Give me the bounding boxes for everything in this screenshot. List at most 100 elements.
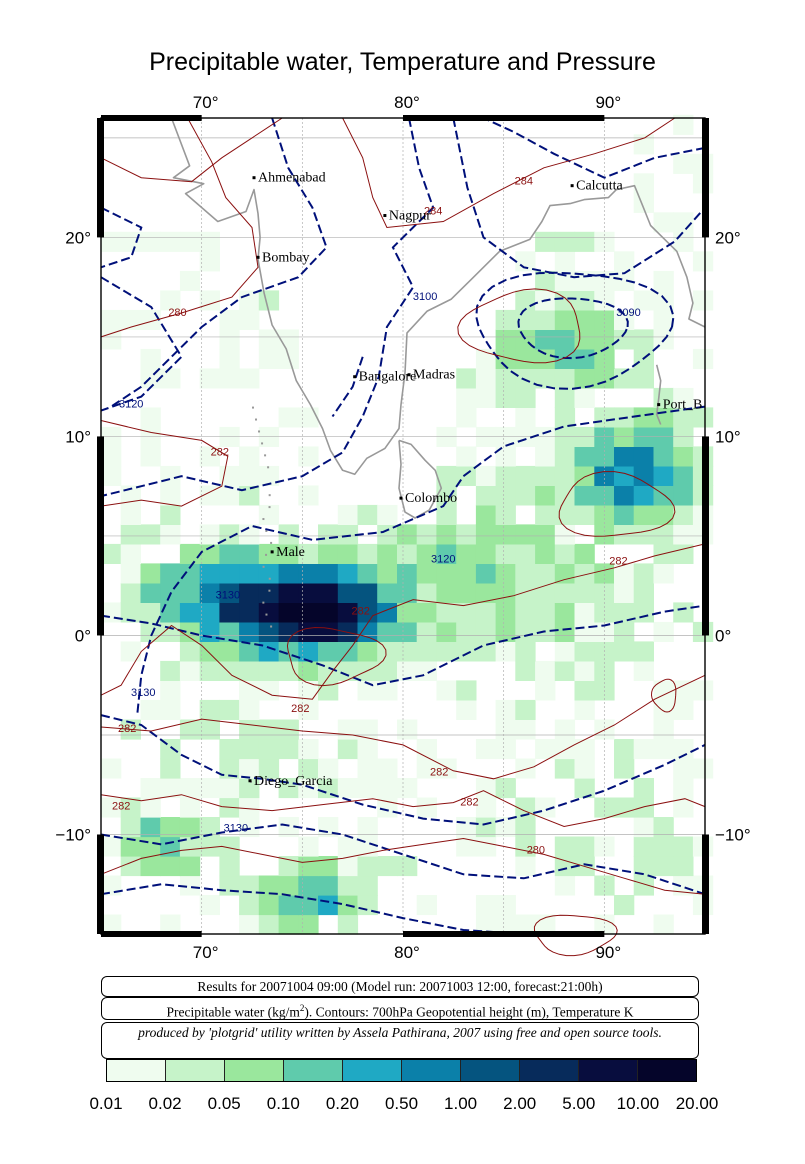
- pw-cell: [594, 582, 615, 603]
- pw-cell: [673, 699, 694, 720]
- frame-segment: [97, 118, 104, 238]
- pw-cell: [219, 699, 240, 720]
- pw-cell: [140, 524, 161, 545]
- pw-cell: [258, 329, 280, 350]
- pw-cell: [278, 543, 299, 564]
- pw-cell: [318, 758, 339, 779]
- contour-label: 3090: [616, 307, 640, 319]
- pw-cell: [199, 231, 220, 252]
- pw-cell: [101, 875, 122, 896]
- pw-cell: [475, 778, 497, 799]
- geopotential-contour: [100, 117, 435, 498]
- colorbar-swatch: [225, 1060, 284, 1081]
- pw-cell: [337, 524, 359, 545]
- pw-cell: [120, 817, 141, 838]
- pw-cell: [101, 309, 122, 330]
- pw-cell: [554, 543, 576, 564]
- pw-cell: [475, 524, 497, 545]
- pw-cell: [357, 778, 378, 799]
- pw-cell: [535, 660, 556, 681]
- city-label: Male: [276, 545, 305, 560]
- colorbar-swatch: [638, 1060, 696, 1081]
- pw-cell: [515, 348, 536, 369]
- pw-cell: [179, 602, 201, 623]
- pw-cell: [337, 856, 359, 877]
- pw-cell: [239, 485, 260, 506]
- pw-cell: [298, 680, 319, 701]
- pw-cell: [278, 895, 299, 916]
- pw-cell: [219, 739, 240, 760]
- pw-cell: [495, 485, 516, 506]
- pw-cell: [495, 524, 516, 545]
- variables-prefix: Precipitable water (kg/m: [166, 1004, 300, 1020]
- pw-cell: [199, 446, 220, 467]
- pw-cell: [258, 875, 280, 896]
- frame-segment: [101, 931, 202, 937]
- lakshadweep-island: [258, 430, 261, 433]
- pw-cell: [318, 621, 339, 642]
- pw-cell: [456, 582, 477, 603]
- contour-label: 284: [515, 176, 533, 188]
- pw-cell: [199, 641, 220, 662]
- pw-cell: [179, 797, 201, 818]
- colorbar-tick-label: 0.02: [148, 1094, 182, 1113]
- pw-cell: [574, 446, 595, 467]
- pw-cell: [653, 739, 674, 760]
- pw-cell: [357, 582, 378, 603]
- pw-cell: [574, 739, 595, 760]
- pw-cell: [594, 563, 615, 584]
- pw-cell: [101, 231, 122, 252]
- pw-cell: [692, 758, 714, 779]
- pw-cell: [160, 290, 181, 311]
- pw-cell: [495, 465, 516, 486]
- pw-cell: [179, 875, 201, 896]
- pw-cell: [199, 602, 220, 623]
- city-markers: AhmenabadCalcuttaNagpurBombayBangaloreMa…: [248, 171, 702, 789]
- pw-cell: [140, 582, 161, 603]
- pw-cell: [337, 778, 359, 799]
- pw-cell: [179, 817, 201, 838]
- pw-cell: [515, 797, 536, 818]
- variables-sup: 2: [299, 1003, 305, 1013]
- pw-cell: [258, 602, 280, 623]
- temperature-contour: [457, 288, 581, 364]
- pw-cell: [357, 563, 378, 584]
- geopotential-contour: [100, 883, 524, 935]
- coastline: [170, 117, 706, 783]
- pw-cell: [574, 660, 595, 681]
- pw-cell: [357, 621, 378, 642]
- pw-cell: [515, 621, 536, 642]
- pw-cell: [594, 426, 615, 447]
- pw-cell: [278, 582, 299, 603]
- pw-cell: [239, 446, 260, 467]
- pw-cell: [278, 914, 299, 935]
- andaman-islands: [655, 364, 662, 425]
- lon-tick-label-top: 70°: [193, 93, 219, 112]
- pw-cell: [377, 563, 398, 584]
- pw-cell: [258, 348, 280, 369]
- pw-cell: [298, 739, 319, 760]
- pw-cell: [318, 680, 339, 701]
- pw-cell: [633, 660, 654, 681]
- pw-cell: [475, 621, 497, 642]
- pw-cell: [574, 485, 595, 506]
- pw-cell: [515, 856, 536, 877]
- pw-cell: [239, 660, 260, 681]
- pw-cell: [298, 914, 319, 935]
- pw-cell: [258, 758, 280, 779]
- pw-cell: [416, 895, 437, 916]
- city-label: Madras: [413, 368, 455, 383]
- pw-cell: [673, 758, 694, 779]
- pw-cell: [495, 446, 516, 467]
- pw-cell: [692, 251, 714, 272]
- contour-label: 3130: [224, 822, 248, 834]
- pw-cell: [140, 699, 161, 720]
- pw-cell: [298, 485, 319, 506]
- pw-cell: [219, 758, 240, 779]
- pw-cell: [535, 465, 556, 486]
- pw-cell: [653, 524, 674, 545]
- pw-cell: [574, 309, 595, 330]
- pw-cell: [673, 875, 694, 896]
- pw-cell: [179, 856, 201, 877]
- pw-cell: [673, 602, 694, 623]
